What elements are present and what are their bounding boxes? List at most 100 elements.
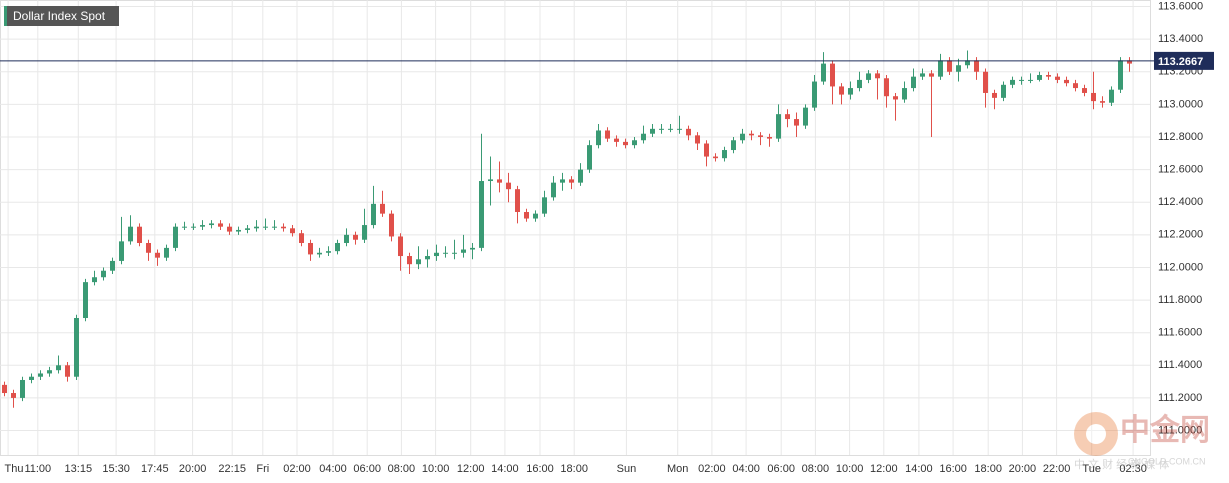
candle-body <box>1019 79 1024 81</box>
candle-body <box>515 189 520 213</box>
watermark-logo <box>1074 412 1118 456</box>
candle-body <box>38 373 43 377</box>
candle-body <box>299 233 304 243</box>
x-tick-label: 08:00 <box>802 463 830 475</box>
candle-body <box>155 252 160 258</box>
candle-body <box>578 169 583 183</box>
x-tick-label: 02:00 <box>283 463 311 475</box>
candle-body <box>461 249 466 253</box>
candle-body <box>866 73 871 80</box>
candle-body <box>560 179 565 183</box>
x-tick-label: 10:00 <box>422 463 450 475</box>
candle-body <box>137 226 142 243</box>
y-tick-label: 112.8000 <box>1158 131 1203 143</box>
x-tick-label: 18:00 <box>974 463 1002 475</box>
candle-body <box>641 133 646 141</box>
x-tick-label: 16:00 <box>526 463 554 475</box>
candle-body <box>551 182 556 198</box>
candle-body <box>326 251 331 253</box>
candle-body <box>596 130 601 146</box>
candle-body <box>506 182 511 190</box>
candle-body <box>884 78 889 97</box>
candle-body <box>65 365 70 377</box>
candle-body <box>281 226 286 229</box>
candle-body <box>470 247 475 250</box>
y-tick-label: 113.4000 <box>1158 33 1203 45</box>
x-tick-label: 14:00 <box>491 463 519 475</box>
x-tick-label: 06:00 <box>767 463 795 475</box>
candle-body <box>848 88 853 95</box>
candle-body <box>335 242 340 252</box>
x-tick-label: 20:00 <box>1009 463 1037 475</box>
candle-body <box>704 143 709 157</box>
x-tick-label: 18:00 <box>560 463 588 475</box>
candle-body <box>812 81 817 108</box>
candle-body <box>74 318 79 377</box>
candle-body <box>164 247 169 258</box>
candle-body <box>920 73 925 77</box>
candle-body <box>677 128 682 130</box>
watermark: 中金网 CNGOLD.COM.CN 中 文 财 经 新 媒 体 <box>1074 412 1210 471</box>
candle-body <box>191 226 196 228</box>
candle-body <box>236 229 241 232</box>
title-accent <box>4 6 7 26</box>
candle-body <box>1001 84 1006 98</box>
candle-body <box>56 365 61 371</box>
candle-body <box>1118 60 1123 90</box>
plot-frame <box>0 0 1151 456</box>
x-tick-label: 10:00 <box>836 463 864 475</box>
candle-body <box>110 260 115 271</box>
x-tick-label: Tue <box>1082 463 1101 475</box>
candle-body <box>1046 75 1051 77</box>
candle-body <box>713 156 718 159</box>
candle-body <box>1037 75 1042 80</box>
candle-body <box>2 384 7 394</box>
candle-body <box>488 179 493 182</box>
candle-body <box>200 225 205 227</box>
candle-body <box>434 252 439 257</box>
x-tick-label: 12:00 <box>870 463 898 475</box>
candle-body <box>839 86 844 95</box>
y-tick-label: 112.2000 <box>1158 229 1203 241</box>
candle-body <box>317 252 322 255</box>
candle-body <box>614 138 619 142</box>
candle-body <box>47 370 52 374</box>
candle-body <box>1064 79 1069 84</box>
x-tick-label: 11:00 <box>24 463 51 475</box>
x-tick-label: 02:00 <box>698 463 726 475</box>
y-tick-label: 113.0000 <box>1158 98 1203 110</box>
candle-body <box>362 225 367 240</box>
candle-body <box>245 228 250 230</box>
candle-body <box>101 270 106 278</box>
candle-body <box>974 60 979 72</box>
candle-body <box>407 256 412 265</box>
candle-body <box>209 223 214 226</box>
candle-body <box>1082 88 1087 93</box>
candle-body <box>344 234 349 243</box>
candle-body <box>254 226 259 229</box>
y-tick-label: 112.6000 <box>1158 164 1203 176</box>
candle-body <box>227 226 232 232</box>
candle-body <box>371 203 376 226</box>
candle-body <box>542 197 547 214</box>
x-tick-label: 06:00 <box>353 463 381 475</box>
candle-body <box>308 242 313 255</box>
candle-body <box>263 226 268 228</box>
candle-body <box>731 140 736 151</box>
candle-body <box>587 145 592 170</box>
candle-body <box>929 73 934 77</box>
candle-body <box>569 179 574 183</box>
y-tick-label: 112.0000 <box>1158 261 1203 273</box>
candle-body <box>290 228 295 234</box>
x-tick-label: 04:00 <box>732 463 760 475</box>
candle-body <box>956 65 961 72</box>
x-tick-label: Mon <box>667 463 688 475</box>
candle-body <box>1100 101 1105 103</box>
chart-title: Dollar Index Spot <box>13 9 106 23</box>
x-tick-label: 20:00 <box>179 463 207 475</box>
candle-body <box>686 128 691 136</box>
candle-body <box>398 236 403 257</box>
x-tick-label: 17:45 <box>141 463 169 475</box>
